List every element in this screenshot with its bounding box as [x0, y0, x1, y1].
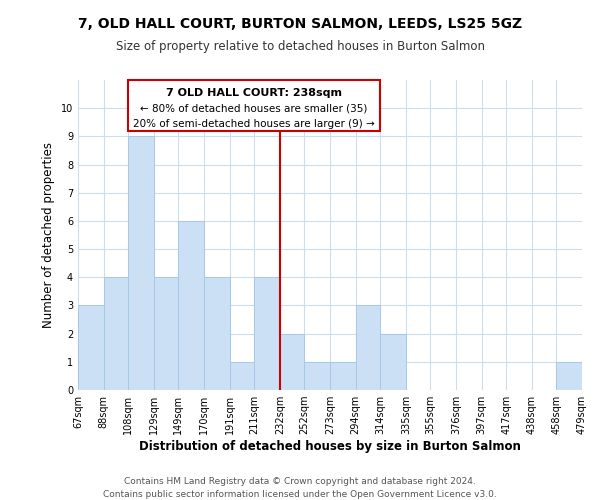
- Text: 7, OLD HALL COURT, BURTON SALMON, LEEDS, LS25 5GZ: 7, OLD HALL COURT, BURTON SALMON, LEEDS,…: [78, 18, 522, 32]
- Bar: [380, 334, 406, 390]
- Text: Contains public sector information licensed under the Open Government Licence v3: Contains public sector information licen…: [103, 490, 497, 499]
- Bar: [128, 136, 154, 390]
- Bar: [78, 306, 104, 390]
- Text: 7 OLD HALL COURT: 238sqm: 7 OLD HALL COURT: 238sqm: [166, 88, 342, 99]
- Text: ← 80% of detached houses are smaller (35): ← 80% of detached houses are smaller (35…: [140, 104, 368, 114]
- Bar: [356, 306, 380, 390]
- Bar: [254, 278, 280, 390]
- X-axis label: Distribution of detached houses by size in Burton Salmon: Distribution of detached houses by size …: [139, 440, 521, 453]
- Y-axis label: Number of detached properties: Number of detached properties: [43, 142, 55, 328]
- Bar: [230, 362, 254, 390]
- Bar: [204, 278, 230, 390]
- Bar: [330, 362, 356, 390]
- Bar: [556, 362, 582, 390]
- Bar: [280, 334, 304, 390]
- Bar: [154, 278, 178, 390]
- Text: Size of property relative to detached houses in Burton Salmon: Size of property relative to detached ho…: [115, 40, 485, 53]
- Bar: [104, 278, 128, 390]
- FancyBboxPatch shape: [128, 80, 380, 130]
- Bar: [178, 221, 204, 390]
- Text: Contains HM Land Registry data © Crown copyright and database right 2024.: Contains HM Land Registry data © Crown c…: [124, 478, 476, 486]
- Text: 20% of semi-detached houses are larger (9) →: 20% of semi-detached houses are larger (…: [133, 119, 375, 129]
- Bar: [304, 362, 330, 390]
